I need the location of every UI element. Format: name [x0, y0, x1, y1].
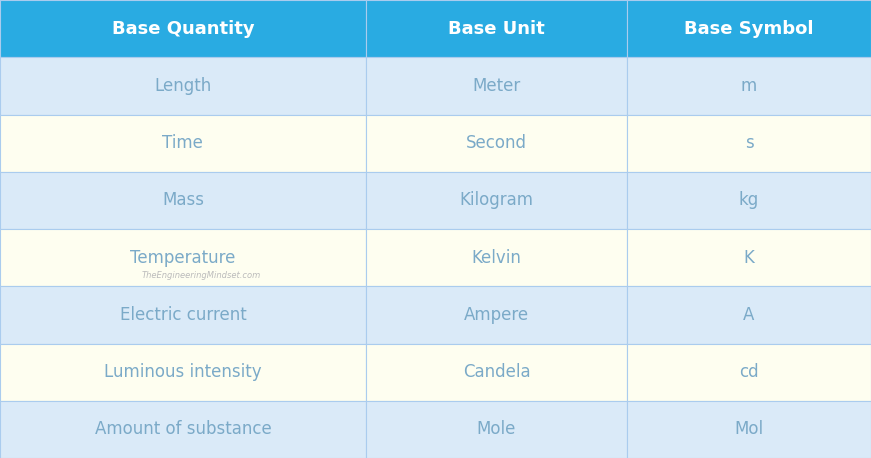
Text: Temperature: Temperature	[131, 249, 235, 267]
Bar	[0, 0, 366, 57]
Bar	[366, 286, 627, 344]
Bar	[0, 57, 366, 114]
Bar	[627, 114, 871, 172]
Bar	[366, 229, 627, 286]
Text: Base Quantity: Base Quantity	[111, 20, 254, 38]
Bar	[627, 57, 871, 114]
Bar	[627, 172, 871, 229]
Text: cd: cd	[739, 363, 759, 381]
Bar	[0, 401, 366, 458]
Text: A: A	[743, 306, 755, 324]
Bar	[0, 286, 366, 344]
Bar	[366, 114, 627, 172]
Bar	[627, 229, 871, 286]
Text: Ampere: Ampere	[464, 306, 529, 324]
Bar	[627, 0, 871, 57]
Text: Mole: Mole	[476, 420, 517, 438]
Bar	[0, 344, 366, 401]
Text: s: s	[745, 134, 753, 152]
Bar	[0, 172, 366, 229]
Bar	[0, 114, 366, 172]
Text: Mol: Mol	[734, 420, 764, 438]
Text: Kelvin: Kelvin	[471, 249, 522, 267]
Text: kg: kg	[739, 191, 760, 209]
Text: Electric current: Electric current	[119, 306, 246, 324]
Bar	[366, 57, 627, 114]
Bar	[366, 401, 627, 458]
Bar	[366, 344, 627, 401]
Bar	[366, 0, 627, 57]
Text: Meter: Meter	[472, 77, 521, 95]
Text: TheEngineeringMindset.com: TheEngineeringMindset.com	[142, 272, 260, 280]
Text: Length: Length	[154, 77, 212, 95]
Text: Candela: Candela	[463, 363, 530, 381]
Bar	[627, 344, 871, 401]
Text: Kilogram: Kilogram	[460, 191, 533, 209]
Text: Luminous intensity: Luminous intensity	[105, 363, 261, 381]
Bar	[366, 172, 627, 229]
Bar	[0, 229, 366, 286]
Text: Amount of substance: Amount of substance	[95, 420, 271, 438]
Text: Second: Second	[466, 134, 527, 152]
Text: m: m	[741, 77, 757, 95]
Text: Base Unit: Base Unit	[448, 20, 545, 38]
Text: K: K	[744, 249, 754, 267]
Text: Mass: Mass	[162, 191, 204, 209]
Text: Base Symbol: Base Symbol	[685, 20, 814, 38]
Bar	[627, 401, 871, 458]
Bar	[627, 286, 871, 344]
Text: Time: Time	[163, 134, 203, 152]
